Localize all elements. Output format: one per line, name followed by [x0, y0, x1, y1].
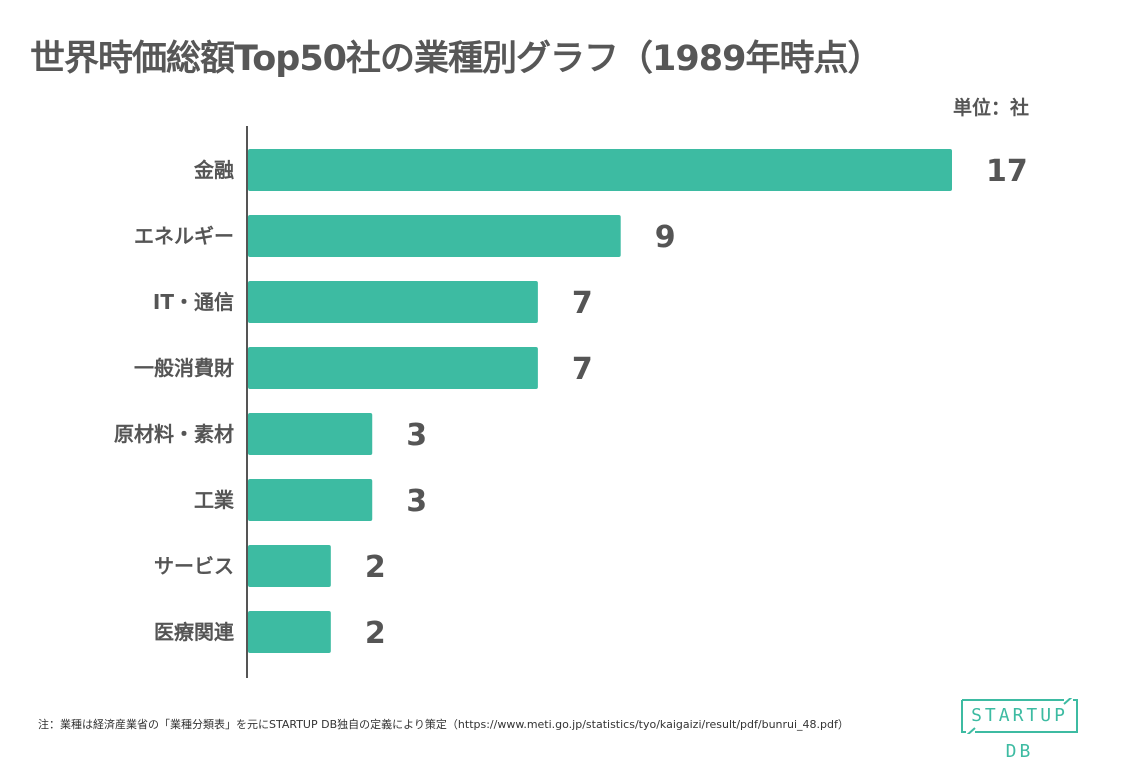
bar-7 [248, 611, 331, 653]
category-label-5: 工業 [194, 488, 235, 512]
footnote: 注：業種は経済産業省の「業種分類表」を元にSTARTUP DB独自の定義により策… [38, 718, 849, 731]
value-label-0: 17 [986, 154, 1028, 189]
category-label-6: サービス [154, 554, 234, 578]
value-label-5: 3 [406, 484, 427, 519]
bar-6 [248, 545, 331, 587]
value-label-7: 2 [365, 616, 386, 651]
category-label-3: 一般消費財 [134, 356, 234, 380]
unit-label: 単位：社 [952, 97, 1029, 119]
value-label-6: 2 [365, 550, 386, 585]
bar-3 [248, 347, 538, 389]
value-label-4: 3 [406, 418, 427, 453]
category-label-4: 原材料・素材 [114, 422, 234, 446]
bar-5 [248, 479, 373, 521]
category-label-7: 医療関連 [154, 620, 235, 644]
startup-db-logo: STARTUP DB [960, 698, 1079, 762]
logo-text: STARTUP DB [971, 705, 1068, 762]
value-label-2: 7 [572, 286, 593, 321]
page-title: 世界時価総額Top50社の業種別グラフ（1989年時点） [30, 39, 882, 79]
category-label-2: IT・通信 [153, 290, 234, 314]
bar-4 [248, 413, 373, 455]
category-label-0: 金融 [193, 158, 234, 182]
bar-1 [248, 215, 621, 257]
bar-2 [248, 281, 538, 323]
value-label-3: 7 [572, 352, 593, 387]
bar-chart: 金融 17 エネルギー 9 IT・通信 7 一般消費財 7 原材料・素材 3 工業 3 サービス 2 医療関… [114, 126, 1028, 678]
value-label-1: 9 [655, 220, 676, 255]
logo-frame-icon [961, 698, 1078, 734]
bar-0 [248, 149, 952, 191]
category-label-1: エネルギー [134, 224, 234, 248]
